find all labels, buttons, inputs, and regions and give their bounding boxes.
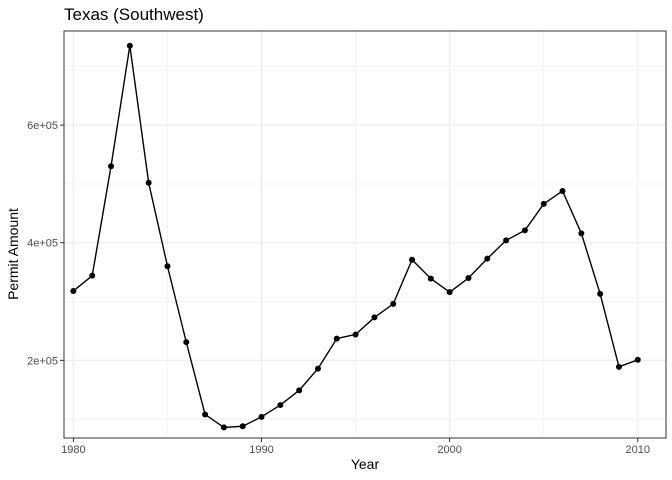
data-point [390,300,397,307]
data-point [578,230,585,237]
data-point [314,365,321,372]
data-point [615,363,622,370]
data-point [145,179,152,186]
data-point [371,314,378,321]
chart-title: Texas (Southwest) [64,5,204,24]
data-point [70,287,77,294]
x-axis: 1980 1990 2000 2010 [61,438,650,456]
y-tick-label: 6e+05 [27,120,58,132]
x-tick-label: 1980 [61,444,85,456]
minor-gridlines [64,31,666,438]
data-point [108,163,115,170]
data-point [183,339,190,346]
x-tick-label: 2010 [626,444,650,456]
plot-panel [64,31,666,438]
data-point [521,227,528,234]
y-tick-label: 2e+05 [27,355,58,367]
y-axis: 2e+05 4e+05 6e+05 [27,120,64,367]
data-point [427,275,434,282]
data-point [484,255,491,262]
data-point [503,237,510,244]
data-point [164,263,171,270]
data-point [333,335,340,342]
plot-panel-border [63,30,667,439]
data-point [202,411,209,418]
data-point [296,387,303,394]
data-point [409,256,416,263]
x-tick-label: 1990 [249,444,273,456]
x-tick-label: 2000 [437,444,461,456]
data-point [277,402,284,409]
data-point [352,331,359,338]
data-point [465,275,472,282]
series-points-layer [70,42,641,431]
data-point [634,356,641,363]
data-point [220,424,227,431]
data-point [126,42,133,49]
major-gridlines [64,31,666,438]
x-axis-title: Year [351,456,380,472]
y-tick-label: 4e+05 [27,238,58,250]
data-point [446,289,453,296]
data-point [559,187,566,194]
y-axis-title: Permit Amount [5,208,21,300]
data-point [239,423,246,430]
data-point [258,413,265,420]
data-point [89,272,96,279]
data-point [540,200,547,207]
data-point [597,290,604,297]
